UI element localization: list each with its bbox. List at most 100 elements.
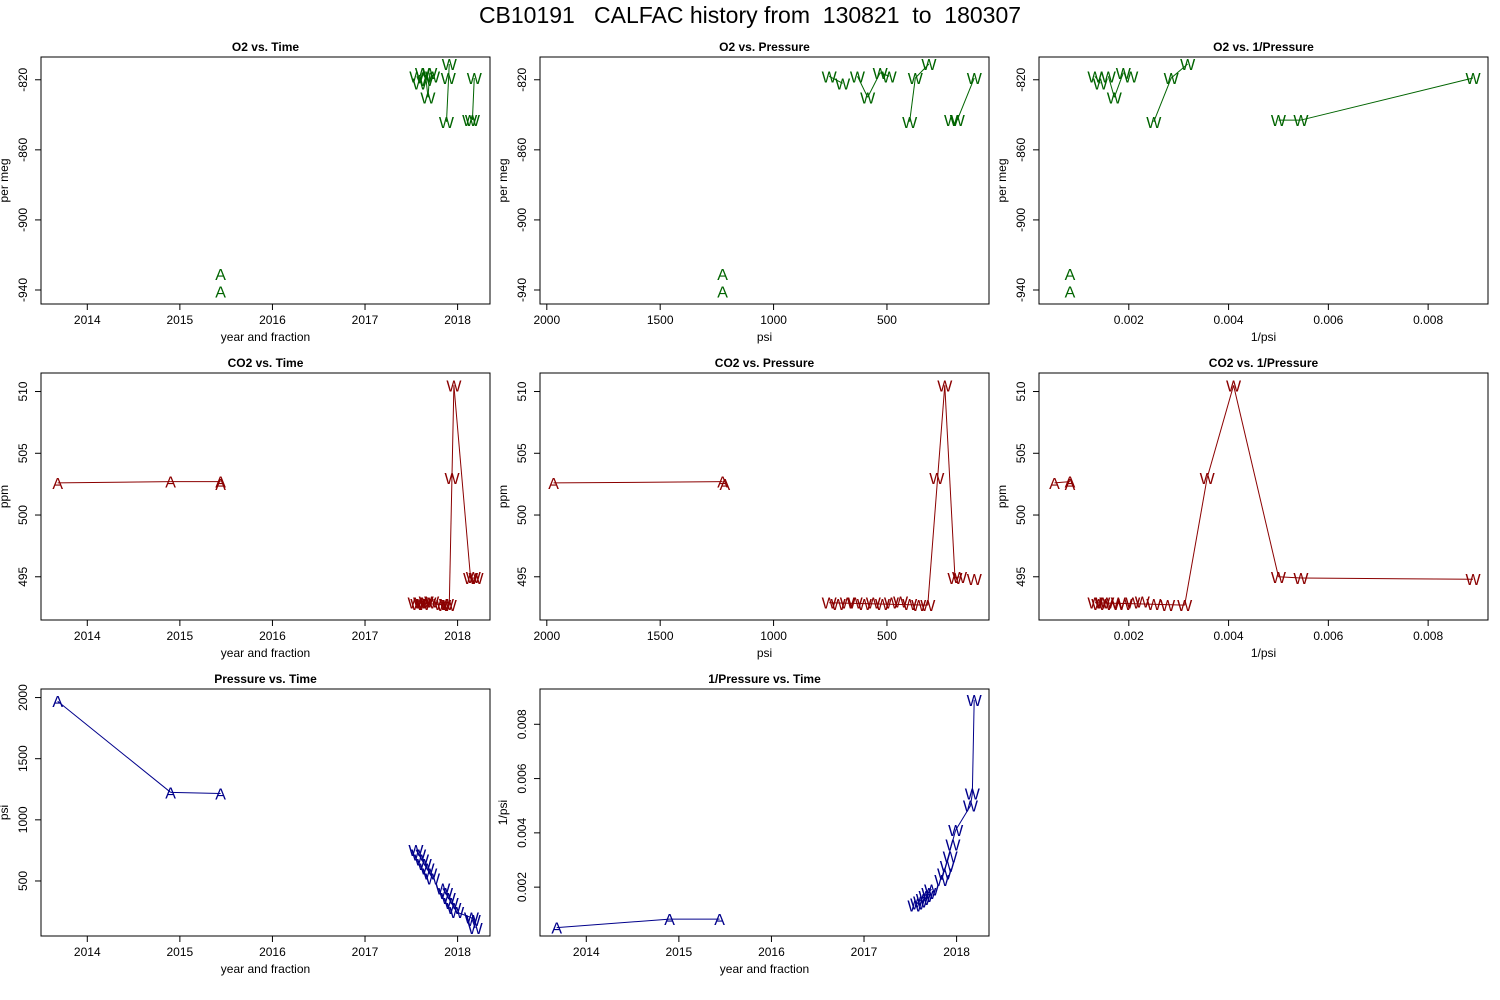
y-tick-label: 2000 xyxy=(16,684,30,711)
x-tick-label: 0.004 xyxy=(1214,313,1244,327)
data-point: W xyxy=(918,889,934,906)
data-point: W xyxy=(924,882,940,899)
y-tick-label: 510 xyxy=(16,381,30,401)
data-point: W xyxy=(1180,57,1196,74)
x-tick-label: 2000 xyxy=(533,313,560,327)
data-point: A xyxy=(52,476,63,493)
data-point: W xyxy=(947,571,963,588)
data-point: W xyxy=(884,596,900,613)
data-point: W xyxy=(937,378,953,395)
series-line xyxy=(1113,72,1124,98)
x-tick-label: 500 xyxy=(877,629,897,643)
series-line xyxy=(956,77,975,121)
x-tick-label: 2014 xyxy=(74,945,101,959)
data-point: W xyxy=(866,596,882,613)
x-tick-label: 2018 xyxy=(444,629,471,643)
data-point: W xyxy=(446,378,462,395)
plot-frame xyxy=(1038,56,1489,305)
data-point: A xyxy=(1065,475,1076,492)
data-point: W xyxy=(921,57,937,74)
x-tick-label: 2015 xyxy=(167,313,194,327)
y-tick-label: 0.008 xyxy=(515,709,529,739)
data-point: W xyxy=(439,597,455,614)
chart-panel-pressure-time: Pressure vs. Time 2014 2015 2016 2017 2018 500… xyxy=(0,672,491,976)
x-tick-label: 0.002 xyxy=(1114,629,1144,643)
data-point: W xyxy=(435,881,451,898)
data-point: W xyxy=(425,872,441,889)
x-axis-label: year and fraction xyxy=(221,962,310,976)
data-point: W xyxy=(967,572,983,589)
data-point: W xyxy=(422,66,438,83)
x-tick-label: 2018 xyxy=(444,313,471,327)
data-point: W xyxy=(1116,66,1132,83)
series-line xyxy=(419,72,423,84)
plot-frame xyxy=(539,372,990,621)
data-point: W xyxy=(1226,378,1242,395)
data-point: W xyxy=(943,850,959,867)
data-point: W xyxy=(1087,69,1103,86)
y-axis-label: ppm xyxy=(995,485,1009,508)
data-point: W xyxy=(469,571,485,588)
x-axis-label: psi xyxy=(757,646,772,660)
y-tick-label: 500 xyxy=(1014,505,1028,525)
data-point: W xyxy=(948,823,964,840)
data-point: W xyxy=(424,594,440,611)
series-line xyxy=(429,72,433,77)
x-tick-label: 2017 xyxy=(352,629,379,643)
y-tick-label: 1500 xyxy=(16,745,30,772)
series-line xyxy=(828,75,843,84)
y-tick-label: -820 xyxy=(16,67,30,91)
series-line xyxy=(414,602,450,606)
chart-panel-o2-time: O2 vs. Time 2014 2015 2016 2017 2018 -940 -900 -… xyxy=(0,40,491,344)
series-line xyxy=(1300,77,1474,121)
data-point: A xyxy=(165,475,176,492)
series-line xyxy=(867,72,881,98)
data-point: W xyxy=(417,857,433,874)
x-axis-label: year and fraction xyxy=(720,962,809,976)
series-line xyxy=(415,849,434,879)
series-line xyxy=(471,77,475,121)
data-point: A xyxy=(215,475,226,492)
chart-panel-invpressure-time: 1/Pressure vs. Time 2014 2015 2016 2017 2018 0… xyxy=(496,672,990,976)
data-point: W xyxy=(1123,69,1139,86)
series-line xyxy=(445,63,450,122)
series-line xyxy=(57,481,171,484)
y-tick-label: -900 xyxy=(1014,208,1028,232)
data-point: A xyxy=(548,476,559,493)
data-point: W xyxy=(464,911,480,928)
series-line xyxy=(556,918,670,929)
y-axis-label: per meg xyxy=(995,158,1009,202)
plot-frame xyxy=(40,688,491,937)
plot-frame xyxy=(539,56,990,305)
chart-title: O2 vs. Time xyxy=(232,40,299,54)
data-point: W xyxy=(463,571,479,588)
data-point: W xyxy=(411,848,427,865)
series-line xyxy=(971,699,975,794)
data-point: W xyxy=(1101,69,1117,86)
data-point: A xyxy=(717,267,728,284)
data-point: W xyxy=(439,115,455,132)
x-tick-label: 2016 xyxy=(259,945,286,959)
chart-title: Pressure vs. Time xyxy=(214,672,317,686)
x-axis-label: psi xyxy=(757,330,772,344)
data-point: W xyxy=(414,853,430,870)
series-line xyxy=(927,385,946,606)
x-tick-label: 1000 xyxy=(760,629,787,643)
series-line xyxy=(1153,77,1172,123)
y-tick-label: -940 xyxy=(16,278,30,302)
data-point: W xyxy=(419,594,435,611)
x-tick-label: 0.002 xyxy=(1114,313,1144,327)
chart-title: CO2 vs. 1/Pressure xyxy=(1209,356,1319,370)
data-point: W xyxy=(944,113,960,130)
data-point: W xyxy=(444,896,460,913)
x-tick-label: 2014 xyxy=(74,629,101,643)
data-point: W xyxy=(1293,571,1309,588)
series-line xyxy=(1107,76,1115,98)
data-point: W xyxy=(822,69,838,86)
series-line xyxy=(1233,385,1279,577)
data-point: W xyxy=(416,597,432,614)
y-tick-label: 500 xyxy=(16,871,30,891)
chart-title: 1/Pressure vs. Time xyxy=(708,672,821,686)
x-tick-label: 2018 xyxy=(444,945,471,959)
data-point: W xyxy=(840,596,856,613)
